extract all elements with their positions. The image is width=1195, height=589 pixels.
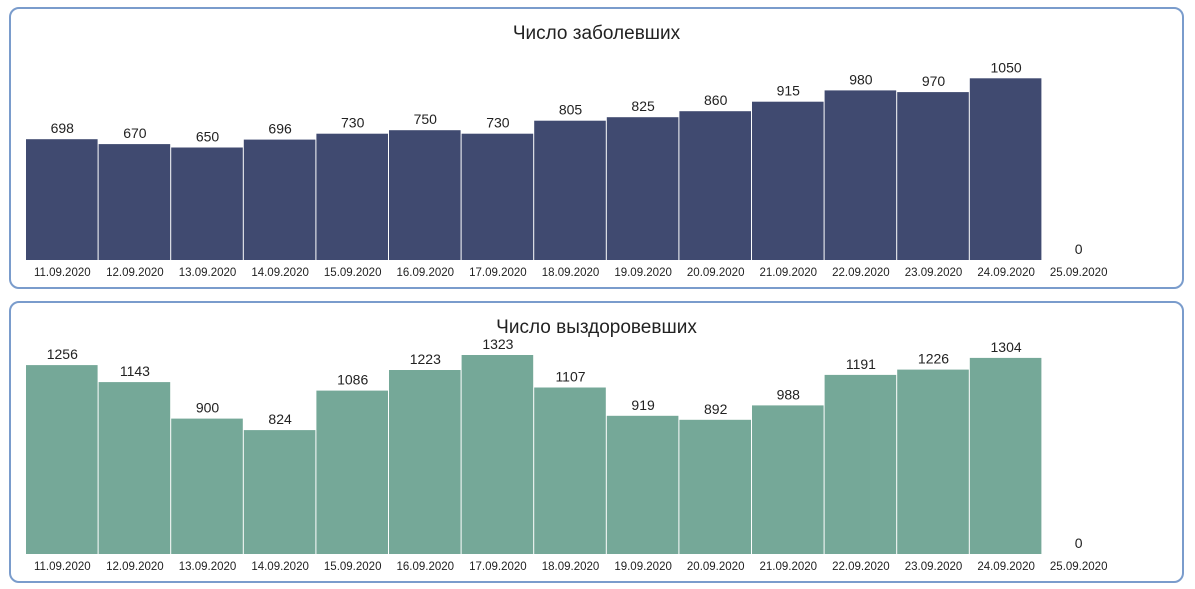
cases-chart-title: Число заболевших [512, 23, 681, 44]
cases-bar-13 [969, 78, 1042, 260]
cases-tick-label-13: 24.09.2020 [977, 267, 1035, 279]
recovered-value-label-9: 892 [704, 401, 728, 417]
cases-bar-1 [98, 144, 171, 260]
cases-value-label-14: 0 [1075, 241, 1083, 257]
recovered-value-label-4: 1086 [337, 372, 368, 388]
recovered-bar-9 [679, 419, 751, 554]
cases-tick-label-5: 16.09.2020 [397, 267, 455, 279]
recovered-tick-label-13: 24.09.2020 [977, 561, 1035, 573]
recovered-value-label-3: 824 [268, 411, 292, 427]
recovered-tick-label-7: 18.09.2020 [542, 561, 600, 573]
cases-value-label-8: 825 [631, 98, 655, 114]
recovered-value-label-2: 900 [196, 400, 220, 416]
recovered-bar-11 [824, 374, 897, 554]
cases-value-label-4: 730 [341, 115, 365, 131]
cases-tick-label-1: 12.09.2020 [106, 267, 164, 279]
recovered-tick-label-12: 23.09.2020 [905, 561, 963, 573]
cases-bar-0 [26, 139, 98, 260]
recovered-tick-label-9: 20.09.2020 [687, 561, 745, 573]
recovered-bar-7 [534, 387, 606, 554]
cases-tick-label-12: 23.09.2020 [905, 267, 963, 279]
cases-tick-label-7: 18.09.2020 [542, 267, 600, 279]
recovered-bar-5 [389, 370, 461, 554]
cases-tick-label-4: 15.09.2020 [324, 267, 382, 279]
recovered-value-label-14: 0 [1075, 535, 1083, 551]
cases-tick-label-9: 20.09.2020 [687, 267, 745, 279]
recovered-value-label-7: 1107 [555, 369, 585, 385]
cases-bar-3 [243, 139, 316, 260]
cases-bar-6 [461, 133, 534, 260]
recovered-bar-4 [316, 390, 388, 554]
recovered-bar-10 [752, 405, 824, 554]
recovered-bar-13 [969, 357, 1042, 554]
recovered-value-label-11: 1191 [846, 356, 876, 372]
cases-bar-7 [534, 120, 606, 260]
recovered-value-label-0: 1256 [47, 346, 78, 362]
cases-bar-8 [606, 117, 679, 260]
recovered-tick-label-6: 17.09.2020 [469, 561, 527, 573]
cases-tick-label-14: 25.09.2020 [1050, 267, 1108, 279]
cases-tick-label-2: 13.09.2020 [179, 267, 237, 279]
recovered-bar-12 [897, 369, 969, 554]
recovered-bar-8 [606, 415, 679, 554]
recovered-tick-label-8: 19.09.2020 [614, 561, 672, 573]
recovered-value-label-6: 1323 [482, 336, 513, 352]
cases-value-label-12: 970 [922, 73, 946, 89]
recovered-tick-label-14: 25.09.2020 [1050, 561, 1108, 573]
cases-tick-label-11: 22.09.2020 [832, 267, 890, 279]
cases-value-label-1: 670 [123, 125, 147, 141]
cases-bar-9 [679, 111, 751, 260]
cases-value-label-9: 860 [704, 92, 728, 108]
cases-tick-label-0: 11.09.2020 [34, 267, 91, 279]
recovered-chart-panel: Число выздоровевших 1256 11.09.2020 1143 12… [9, 301, 1184, 583]
cases-value-label-7: 805 [559, 102, 583, 118]
cases-bar-10 [752, 101, 824, 260]
recovered-value-label-1: 1143 [120, 363, 150, 379]
cases-bar-2 [171, 147, 243, 260]
recovered-value-label-10: 988 [777, 386, 801, 402]
recovered-tick-label-5: 16.09.2020 [397, 561, 455, 573]
recovered-chart-title: Число выздоровевших [496, 317, 697, 338]
recovered-bar-1 [98, 382, 171, 554]
cases-value-label-2: 650 [196, 129, 220, 145]
recovered-bar-0 [26, 365, 98, 554]
recovered-value-label-13: 1304 [991, 339, 1022, 355]
cases-value-label-0: 698 [51, 120, 75, 136]
recovered-tick-label-4: 15.09.2020 [324, 561, 382, 573]
cases-bar-5 [389, 130, 461, 260]
cases-tick-label-6: 17.09.2020 [469, 267, 527, 279]
recovered-tick-label-3: 14.09.2020 [251, 561, 309, 573]
recovered-value-label-8: 919 [631, 397, 655, 413]
recovered-tick-label-0: 11.09.2020 [34, 561, 91, 573]
cases-bar-chart: 698 11.09.2020 670 12.09.2020 650 13.09.2020 6… [26, 59, 1108, 279]
recovered-tick-label-1: 12.09.2020 [106, 561, 164, 573]
cases-bar-11 [824, 90, 897, 261]
cases-tick-label-3: 14.09.2020 [251, 267, 309, 279]
cases-bar-12 [897, 92, 969, 260]
recovered-tick-label-10: 21.09.2020 [760, 561, 818, 573]
cases-tick-label-10: 21.09.2020 [760, 267, 818, 279]
recovered-bar-chart: 1256 11.09.2020 1143 12.09.2020 900 13.09.202… [26, 336, 1108, 573]
cases-value-label-11: 980 [849, 71, 873, 87]
cases-value-label-10: 915 [777, 83, 801, 99]
cases-value-label-3: 696 [268, 121, 292, 137]
recovered-tick-label-11: 22.09.2020 [832, 561, 890, 573]
recovered-bar-3 [243, 430, 316, 554]
recovered-bar-6 [461, 355, 534, 554]
cases-bar-4 [316, 133, 388, 260]
recovered-value-label-12: 1226 [918, 351, 949, 367]
cases-chart-panel: Число заболевших 698 11.09.2020 670 12.09.2… [9, 7, 1184, 289]
recovered-tick-label-2: 13.09.2020 [179, 561, 237, 573]
recovered-value-label-5: 1223 [410, 351, 441, 367]
recovered-bar-2 [171, 418, 243, 554]
cases-tick-label-8: 19.09.2020 [614, 267, 672, 279]
cases-value-label-13: 1050 [991, 59, 1022, 75]
cases-value-label-6: 730 [486, 115, 510, 131]
cases-value-label-5: 750 [414, 111, 438, 127]
